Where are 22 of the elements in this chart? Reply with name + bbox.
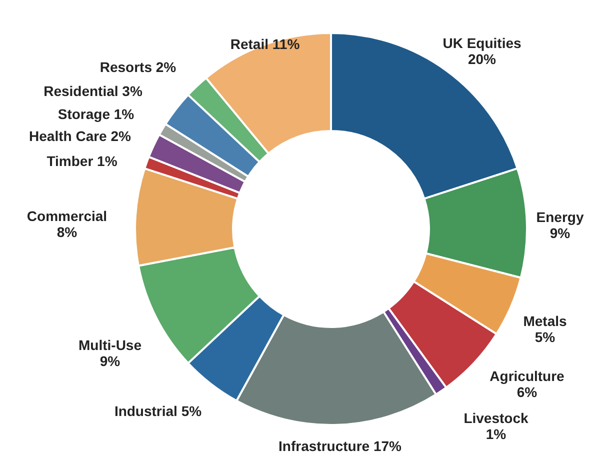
slice-label: Energy bbox=[536, 208, 584, 225]
slice-label: Health Care 2% bbox=[29, 128, 132, 144]
slice-label: Residential 3% bbox=[44, 82, 143, 99]
data-label: 5% bbox=[534, 328, 556, 345]
slice-label: Multi-Use bbox=[78, 336, 142, 353]
slice-label: Retail 11% bbox=[230, 36, 300, 52]
slice-label: Industrial 5% bbox=[114, 402, 202, 419]
slice-label: UK Equities bbox=[442, 34, 522, 51]
slice-label: Commercial bbox=[26, 208, 108, 224]
data-label: 20% bbox=[468, 50, 497, 67]
data-label: 1% bbox=[486, 426, 507, 442]
slice-label: Resorts 2% bbox=[100, 58, 177, 75]
data-label: 9% bbox=[550, 224, 571, 241]
slice-label: Livestock bbox=[464, 410, 529, 426]
slice-label: Timber 1% bbox=[46, 152, 118, 169]
data-label: 8% bbox=[56, 224, 78, 240]
slice-label: Infrastructure 17% bbox=[278, 438, 402, 454]
slice-label: Agriculture bbox=[490, 368, 565, 384]
data-label: 6% bbox=[516, 384, 538, 400]
data-label: 9% bbox=[100, 352, 121, 369]
slice-label: Metals bbox=[523, 312, 567, 329]
slice-label: Storage 1% bbox=[58, 106, 135, 122]
